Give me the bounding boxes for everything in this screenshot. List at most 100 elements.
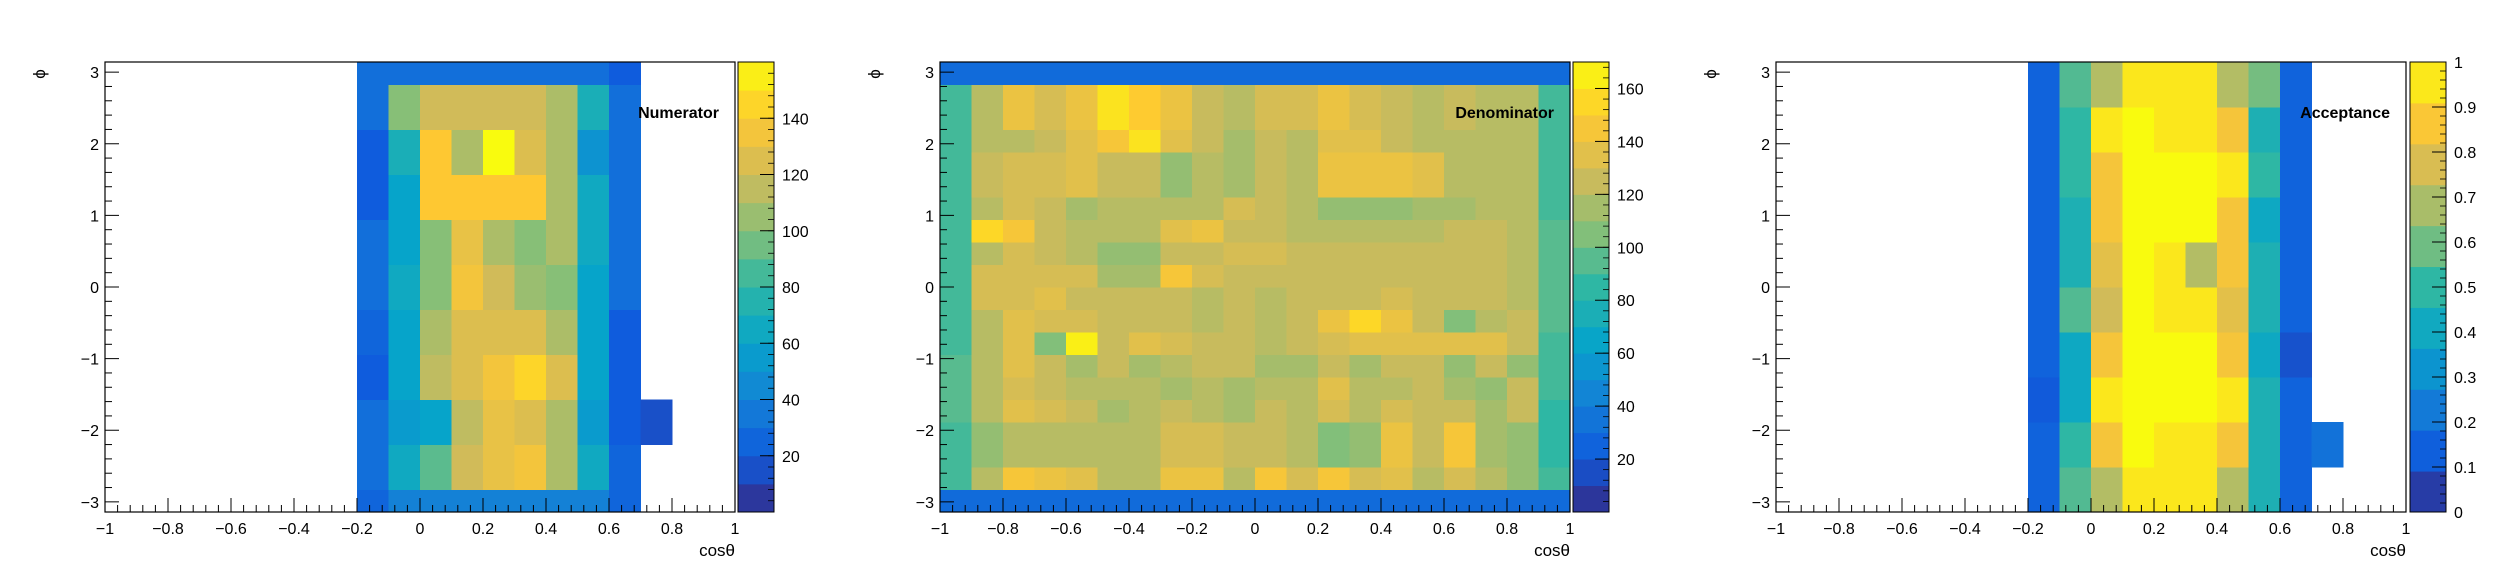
x-tick-label: −0.2	[1176, 521, 1208, 538]
colorbar-tick-label: 0.2	[2454, 415, 2476, 432]
heatmap-cell	[1160, 287, 1193, 310]
heatmap-cell	[2091, 84, 2123, 108]
heatmap-cell	[451, 399, 484, 423]
heatmap-cell	[1349, 489, 1382, 513]
heatmap-cell	[2059, 444, 2092, 468]
heatmap-cell	[577, 467, 610, 490]
heatmap-cell	[577, 84, 610, 108]
colorbar-step	[738, 118, 774, 147]
colorbar-step	[2410, 225, 2446, 268]
heatmap-cell	[1066, 399, 1098, 423]
colorbar-step	[1573, 167, 1609, 195]
heatmap-cell	[1097, 62, 1130, 85]
heatmap-cell	[2154, 377, 2186, 400]
heatmap-cell	[2122, 152, 2155, 175]
heatmap-cell	[1192, 467, 1224, 490]
heatmap-cell	[2154, 489, 2186, 513]
heatmap-cell	[1349, 62, 1382, 85]
heatmap-cell	[1475, 467, 1508, 490]
heatmap-cell	[1381, 332, 1413, 355]
heatmap-cell	[357, 467, 389, 490]
heatmap-cell	[451, 84, 484, 108]
heatmap-cell	[1507, 219, 1539, 243]
heatmap-cell	[1318, 399, 1350, 423]
heatmap-cell	[1192, 287, 1224, 310]
heatmap-cell	[483, 129, 515, 153]
heatmap-cell	[577, 242, 610, 265]
heatmap-cell	[1412, 377, 1445, 400]
heatmap-cell	[2280, 422, 2312, 445]
heatmap-cell	[1066, 219, 1098, 243]
heatmap-cell	[1160, 332, 1193, 355]
heatmap-cell	[1034, 62, 1067, 85]
heatmap-cell	[1318, 107, 1350, 130]
heatmap-cell	[971, 84, 1004, 108]
heatmap-cell	[2185, 174, 2218, 198]
heatmap-cell	[420, 354, 452, 378]
heatmap-cell	[1538, 107, 1571, 130]
heatmap-cell	[609, 354, 641, 378]
heatmap-cell	[2028, 489, 2060, 513]
heatmap-cell	[1097, 399, 1130, 423]
heatmap-cell	[1538, 129, 1571, 153]
heatmap-cell	[1034, 354, 1067, 378]
heatmap-cell	[2154, 264, 2186, 288]
heatmap-cell	[1192, 152, 1224, 175]
heatmap-cell	[1444, 129, 1476, 153]
heatmap-cell	[1444, 354, 1476, 378]
colorbar-tick-label: 20	[782, 449, 800, 466]
heatmap-cell	[2059, 129, 2092, 153]
x-tick-label: 1	[731, 521, 740, 538]
heatmap-cell	[388, 219, 421, 243]
heatmap-cell	[1475, 62, 1508, 85]
acceptance-panel: −1 −0.8 −0.6 −0.4 −0.2 0 0.2 0.4 0.6 0.8 1 −3 −2 −1 0 1…	[1701, 55, 2476, 560]
colorbar-tick-label: 0	[2454, 505, 2463, 522]
heatmap-cell	[2059, 84, 2092, 108]
heatmap-cell	[1318, 242, 1350, 265]
heatmap-cell	[2185, 242, 2218, 265]
heatmap-cell	[2028, 287, 2060, 310]
heatmap-cell	[1160, 444, 1193, 468]
heatmap-cell	[2059, 377, 2092, 400]
heatmap-cell	[1255, 174, 1287, 198]
colorbar-tick-label: 80	[1617, 293, 1635, 310]
heatmap-cell	[2091, 264, 2123, 288]
heatmap-cell	[2154, 242, 2186, 265]
heatmap-cell	[1318, 264, 1350, 288]
heatmap-cell	[1097, 422, 1130, 445]
heatmap-cell	[2280, 264, 2312, 288]
x-tick-label: −0.6	[1886, 521, 1918, 538]
heatmap-cell	[1066, 62, 1098, 85]
heatmap-cell	[940, 467, 972, 490]
x-axis-title: cosθ	[1534, 541, 1570, 560]
heatmap-cell	[2217, 354, 2249, 378]
heatmap-cell	[546, 219, 578, 243]
heatmap-cell	[1538, 242, 1571, 265]
heatmap-cell	[1475, 152, 1508, 175]
heatmap-cell	[2059, 197, 2092, 220]
heatmap-cell	[1444, 332, 1476, 355]
heatmap-cell	[1034, 467, 1067, 490]
y-tick-label: 0	[90, 280, 99, 297]
heatmap-cell	[1381, 174, 1413, 198]
y-tick-label: 1	[90, 208, 99, 225]
colorbar-tick-label: 120	[1617, 187, 1644, 204]
heatmap-cell	[1475, 264, 1508, 288]
heatmap-cell	[1160, 152, 1193, 175]
colorbar-tick-label: 0.3	[2454, 370, 2476, 387]
heatmap-cell	[1412, 287, 1445, 310]
colorbar-step	[1573, 194, 1609, 222]
heatmap-cell	[1223, 84, 1256, 108]
colorbar-step	[738, 399, 774, 429]
heatmap-cell	[577, 422, 610, 445]
heatmap-cell	[1475, 377, 1508, 400]
x-tick-label: 0.6	[1433, 521, 1455, 538]
heatmap-cell	[514, 197, 547, 220]
heatmap-cell	[420, 62, 452, 85]
heatmap-cell	[1318, 84, 1350, 108]
heatmap-cell	[1066, 332, 1098, 355]
heatmap-cell	[1538, 152, 1571, 175]
heatmap-cell	[388, 242, 421, 265]
heatmap-cell	[2217, 377, 2249, 400]
heatmap-cell	[2217, 219, 2249, 243]
